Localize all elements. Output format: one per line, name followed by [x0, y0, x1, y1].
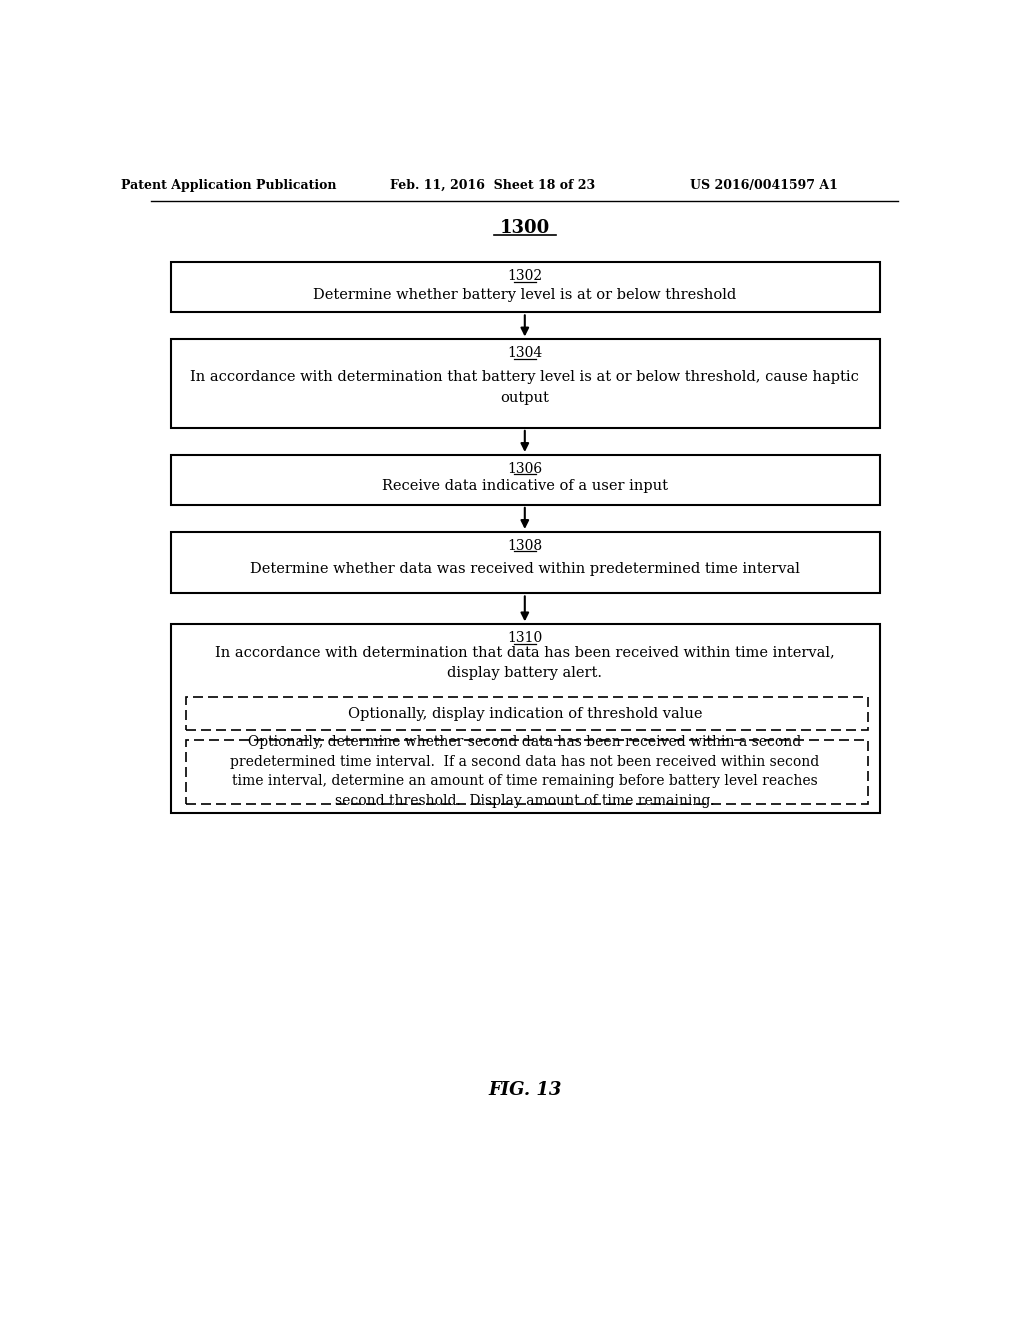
FancyBboxPatch shape — [171, 339, 880, 428]
Text: In accordance with determination that battery level is at or below threshold, ca: In accordance with determination that ba… — [190, 370, 859, 405]
Text: Optionally, determine whether second data has been received within a second
pred: Optionally, determine whether second dat… — [230, 735, 819, 808]
FancyBboxPatch shape — [171, 263, 880, 313]
Text: 1308: 1308 — [507, 539, 543, 553]
Text: 1310: 1310 — [507, 631, 543, 645]
FancyBboxPatch shape — [171, 455, 880, 506]
Text: Patent Application Publication: Patent Application Publication — [121, 178, 337, 191]
FancyBboxPatch shape — [171, 624, 880, 813]
Text: Feb. 11, 2016  Sheet 18 of 23: Feb. 11, 2016 Sheet 18 of 23 — [390, 178, 595, 191]
Text: In accordance with determination that data has been received within time interva: In accordance with determination that da… — [215, 645, 835, 680]
Text: Optionally, display indication of threshold value: Optionally, display indication of thresh… — [347, 706, 702, 721]
FancyBboxPatch shape — [171, 532, 880, 594]
Text: Receive data indicative of a user input: Receive data indicative of a user input — [382, 479, 668, 494]
Text: Determine whether data was received within predetermined time interval: Determine whether data was received with… — [250, 562, 800, 576]
Text: 1304: 1304 — [507, 346, 543, 360]
Text: FIG. 13: FIG. 13 — [488, 1081, 561, 1100]
FancyBboxPatch shape — [186, 697, 868, 730]
Text: 1306: 1306 — [507, 462, 543, 475]
Text: US 2016/0041597 A1: US 2016/0041597 A1 — [689, 178, 838, 191]
Text: Determine whether battery level is at or below threshold: Determine whether battery level is at or… — [313, 288, 736, 302]
FancyBboxPatch shape — [186, 739, 868, 804]
Text: 1300: 1300 — [500, 219, 550, 236]
Text: 1302: 1302 — [507, 269, 543, 284]
